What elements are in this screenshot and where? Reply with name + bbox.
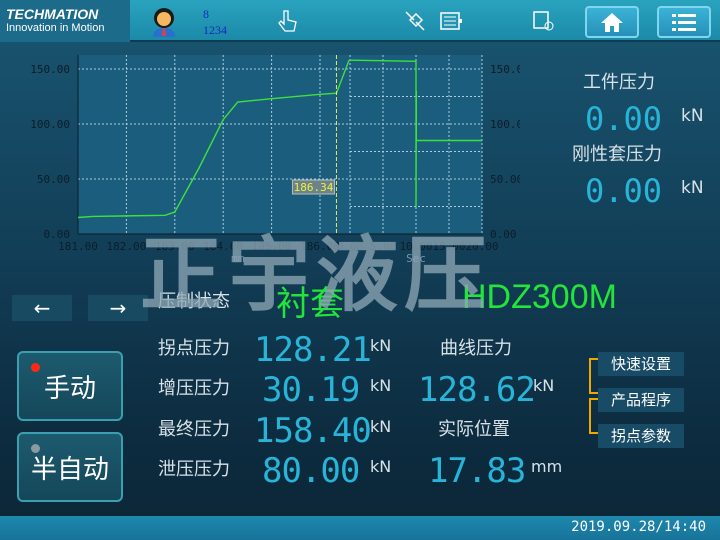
disconnect-icon[interactable] <box>402 8 428 34</box>
y-tick-label: 150.00 <box>30 63 70 76</box>
user-level: 8 <box>203 7 209 21</box>
y-right-tick-label: 100.00 <box>490 118 520 131</box>
workpiece-pressure-unit: kN <box>681 106 704 126</box>
cursor-label: 186.34 <box>294 181 334 194</box>
param-label: 泄压压力 <box>158 459 230 480</box>
x-tick-label-time: 20.00 <box>465 240 498 253</box>
x-tick-label-time: 10.00 <box>399 240 432 253</box>
next-arrow-button[interactable]: → <box>88 295 148 321</box>
curve-pressure-unit: kN <box>533 376 555 395</box>
manual-mode-label: 手动 <box>43 373 96 404</box>
actual-position-label: 实际位置 <box>438 419 510 440</box>
techmation-logo: TECHMATION Innovation in Motion <box>0 0 130 42</box>
x-tick-label: 181.00 <box>58 240 98 253</box>
y-tick-label: 100.00 <box>30 118 70 131</box>
y-tick-label: 0.00 <box>44 228 71 241</box>
y-right-tick-label: 150.00 <box>490 63 520 76</box>
param-value: 158.40 <box>254 411 372 451</box>
x-tick-label-time: 0.00 <box>337 240 364 253</box>
pressure-time-line <box>349 59 482 207</box>
press-status-value: 衬套 <box>276 284 344 324</box>
pressure-chart: 0.00 0.00 50.00 50.00 100.00 100.00 150.00 150.… <box>30 55 520 265</box>
bracket-line <box>589 358 599 394</box>
menu-button[interactable] <box>657 6 711 38</box>
plot-area <box>78 55 482 234</box>
param-value: 30.19 <box>262 370 360 410</box>
user-avatar-icon[interactable] <box>151 7 177 37</box>
param-unit: kN <box>370 376 392 395</box>
inflection-params-button[interactable]: 拐点参数 <box>598 424 684 448</box>
y-right-tick-label: 0.00 <box>490 228 517 241</box>
param-label: 拐点压力 <box>158 338 230 359</box>
semi-auto-mode-button[interactable]: 半自动 <box>17 432 123 502</box>
datetime: 2019.09.28/14:40 <box>571 519 706 535</box>
x-axis-label-time: Sec <box>406 252 426 265</box>
user-info: 8 1234 <box>203 6 227 38</box>
bracket-line <box>589 398 599 434</box>
actual-position-value: 17.83 <box>428 451 526 491</box>
print-icon[interactable] <box>530 8 556 34</box>
prev-arrow-button[interactable]: ← <box>12 295 72 321</box>
x-tick-label-time: 15.00 <box>432 240 465 253</box>
param-value: 128.21 <box>254 330 372 370</box>
x-tick-label: 185.00 <box>252 240 292 253</box>
x-tick-label: 184.00 <box>203 240 243 253</box>
param-label: 最终压力 <box>158 419 230 440</box>
workpiece-pressure-label: 工件压力 <box>583 72 655 93</box>
semi-auto-mode-label: 半自动 <box>30 454 109 485</box>
cursor-label-box <box>291 179 335 195</box>
x-tick-label: 182.00 <box>107 240 147 253</box>
y-tick-label: 50.00 <box>37 173 70 186</box>
machine-model: HDZ300M <box>462 278 617 316</box>
curve-pressure-value: 128.62 <box>418 370 536 410</box>
quick-settings-button[interactable]: 快速设置 <box>598 352 684 376</box>
x-axis-label: mm <box>231 252 245 265</box>
battery-icon <box>440 12 462 30</box>
param-unit: kN <box>370 417 392 436</box>
header-bar: TECHMATION Innovation in Motion 8 1234 <box>0 0 720 42</box>
semi-auto-led-icon <box>31 444 40 453</box>
rigid-sleeve-pressure-unit: kN <box>681 178 704 198</box>
y-right-tick-label: 50.00 <box>490 173 520 186</box>
pressure-displacement-line <box>77 59 350 219</box>
home-button[interactable] <box>585 6 639 38</box>
manual-mode-button[interactable]: 手动 <box>17 351 123 421</box>
x-tick-label-time: 5.00 <box>370 240 397 253</box>
logo-tagline: Innovation in Motion <box>6 22 105 34</box>
footer-bar: 2019.09.28/14:40 <box>0 516 720 540</box>
logo-brand: TECHMATION <box>6 6 99 22</box>
rigid-sleeve-pressure-value: 0.00 <box>585 172 663 210</box>
actual-position-unit: mm <box>531 457 563 476</box>
press-status-label: 压制状态 <box>158 291 230 312</box>
user-id: 1234 <box>203 23 227 37</box>
param-unit: kN <box>370 457 392 476</box>
workpiece-pressure-value: 0.00 <box>585 100 663 138</box>
product-program-button[interactable]: 产品程序 <box>598 388 684 412</box>
param-label: 增压压力 <box>158 378 230 399</box>
rigid-sleeve-pressure-label: 刚性套压力 <box>572 144 662 165</box>
param-unit: kN <box>370 336 392 355</box>
x-tick-label: 183.00 <box>155 240 195 253</box>
home-icon <box>601 13 623 32</box>
x-tick-label: 186.00 <box>300 240 340 253</box>
param-value: 80.00 <box>262 451 360 491</box>
curve-pressure-label: 曲线压力 <box>440 338 512 359</box>
menu-list-icon <box>672 14 696 31</box>
manual-led-icon <box>31 363 40 372</box>
touch-hand-icon[interactable] <box>274 8 300 34</box>
